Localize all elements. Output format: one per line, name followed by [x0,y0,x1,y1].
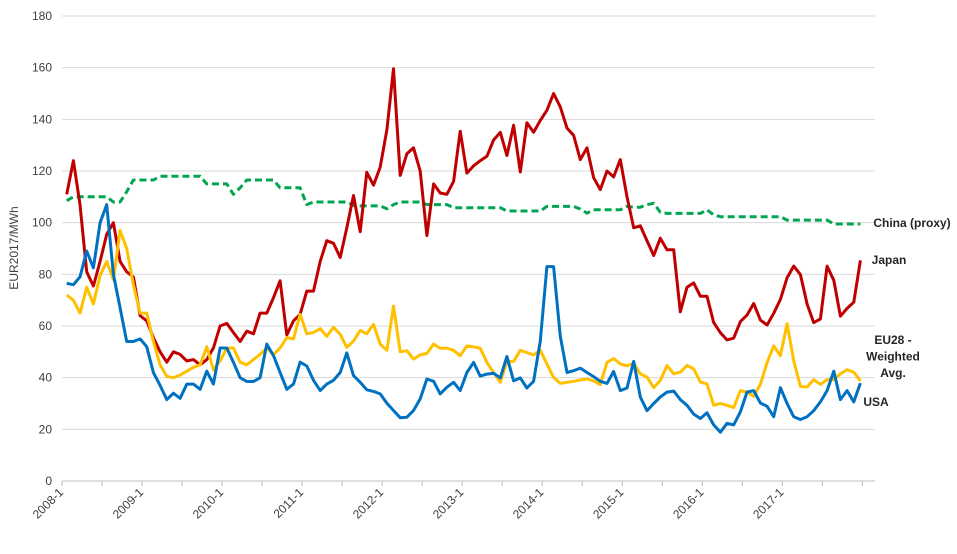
y-tick-label: 20 [39,422,53,436]
gridlines [62,15,875,482]
y-tick-label: 40 [39,371,53,385]
series-line-eu28-weighted-avg [65,228,862,410]
x-tick-label: 2016-1 [670,485,707,522]
series-lines [65,67,862,434]
x-tick-label: 2009-1 [110,485,147,522]
y-tick-label: 60 [39,319,53,333]
y-tick-label: 180 [32,9,52,23]
x-tick-label: 2014-1 [510,485,547,522]
y-axis-ticks: 0 20 40 60 80 100 120 140 160 180 [32,9,52,488]
y-tick-label: 120 [32,164,52,178]
series-label: USA [863,395,889,409]
x-tick-label: 2013-1 [430,485,467,522]
y-tick-label: 140 [32,112,52,126]
x-tick-label: 2015-1 [590,485,627,522]
x-tick-label: 2010-1 [190,485,227,522]
x-tick-label: 2008-1 [30,485,67,522]
x-tick-label: 2012-1 [350,485,387,522]
series-label: China (proxy) [873,216,950,230]
series-labels: China (proxy) Japan EU28 - Weighted Avg. USA [863,216,950,409]
x-tick-label: 2011-1 [271,485,307,521]
y-tick-label: 100 [32,216,52,230]
series-line-usa [66,203,862,434]
series-label: Japan [872,253,907,267]
series-line-china-proxy [65,174,861,226]
y-tick-label: 80 [39,267,53,281]
series-label: Weighted [866,350,920,364]
x-axis: 2008-1 2009-1 2010-1 2011-1 2012-1 2013-1 2014… [30,480,875,522]
y-tick-label: 160 [32,61,52,75]
series-label: Avg. [880,366,906,380]
series-label: EU28 - [874,333,911,347]
x-tick-label: 2017-1 [750,485,787,522]
y-tick-label: 0 [45,474,52,488]
y-axis-label: EUR2017/MWh [7,206,21,289]
